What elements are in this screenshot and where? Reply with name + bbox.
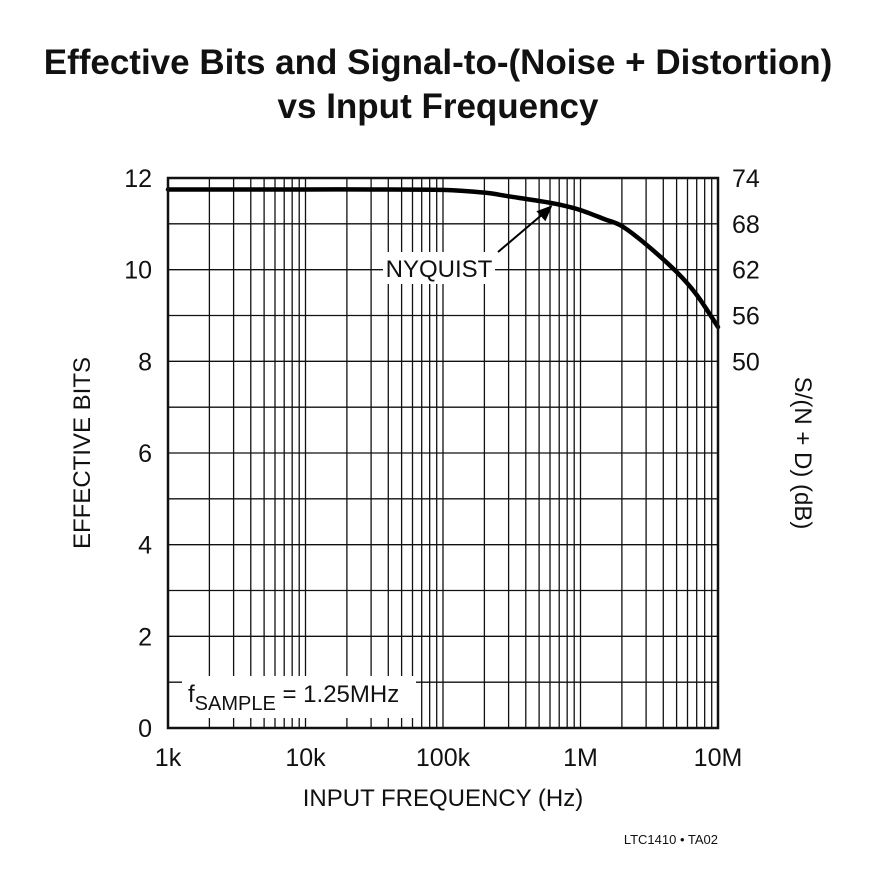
y-tick-label-right: 74 [732,165,760,193]
x-tick-label: 1M [563,744,598,772]
annotation-layer: NYQUIST fSAMPLE = 1.25MHz [182,205,553,718]
fsample-value: = 1.25MHz [276,681,399,708]
fsample-note: fSAMPLE = 1.25MHz [188,681,399,715]
nyquist-arrowhead [536,205,553,222]
y-tick-label-left: 4 [138,532,152,560]
y-tick-label-right: 62 [732,257,760,285]
part-code: LTC1410 • TA02 [624,832,718,847]
y-axis-label-left: EFFECTIVE BITS [69,357,96,549]
y-tick-label-left: 10 [124,257,152,285]
curve-layer [165,187,721,330]
fsample-note-bg [182,676,416,718]
y-tick-label-left: 6 [138,440,152,468]
y-tick-label-left: 0 [138,715,152,743]
series-line [165,187,721,330]
x-tick-label: 10M [694,744,743,772]
x-tick-label: 1k [155,744,182,772]
y-tick-label-right: 68 [732,211,760,239]
x-axis-label: INPUT FREQUENCY (Hz) [303,785,583,812]
y-axis-label-right: S/(N + D) (dB) [789,377,816,530]
fsample-prefix: f [188,681,195,708]
y-tick-label-left: 12 [124,165,152,193]
x-tick-label: 100k [416,744,471,772]
plot-frame [166,176,720,730]
y-tick-label-left: 2 [138,623,152,651]
chart-title-line1: Effective Bits and Signal-to-(Noise + Di… [44,43,833,82]
x-tick-label: 10k [285,744,326,772]
nyquist-label-bg [383,252,495,284]
chart-title-line2: vs Input Frequency [278,87,599,126]
nyquist-label: NYQUIST [386,256,493,283]
y-tick-label-left: 8 [138,348,152,376]
fsample-subscript: SAMPLE [195,693,276,715]
nyquist-arrow [497,208,550,253]
y-tick-label-right: 50 [732,348,760,376]
y-tick-label-right: 56 [732,303,760,331]
